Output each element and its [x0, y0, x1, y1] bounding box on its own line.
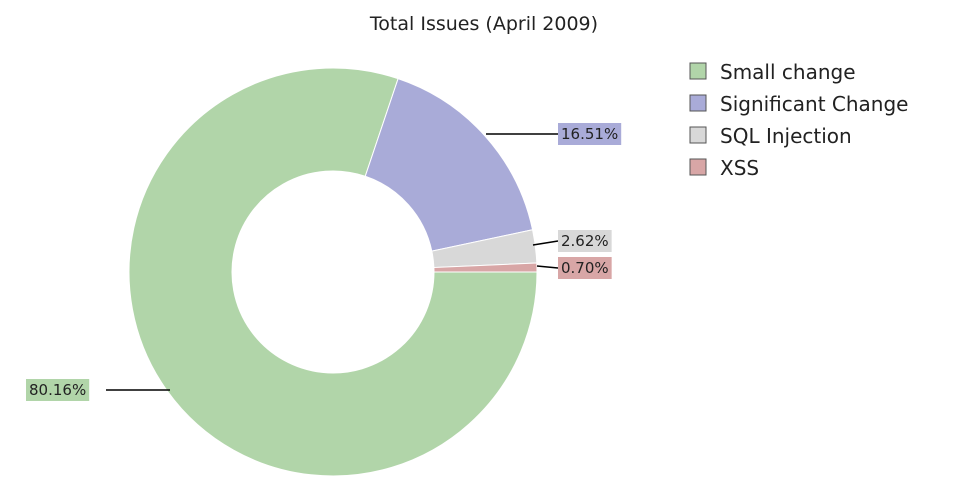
data-label-xss: 0.70% [561, 259, 609, 277]
legend-swatch-sql-injection [689, 126, 707, 144]
leader-line-xss [536, 265, 559, 269]
data-label-small-change: 80.16% [29, 381, 86, 399]
data-label-box-small-change [26, 379, 90, 401]
legend-label-sql-injection: SQL Injection [720, 124, 852, 148]
slice-xss [433, 262, 538, 273]
legend-label-significant-change: Significant Change [720, 92, 908, 116]
legend-label-xss: XSS [720, 156, 759, 180]
legend-swatch-significant-change [689, 94, 707, 112]
legend-swatch-xss [689, 158, 707, 176]
chart-title: Total Issues (April 2009) [369, 13, 598, 35]
legend-swatch-small-change [689, 62, 707, 80]
data-label-box-xss [558, 257, 612, 279]
legend-label-small-change: Small change [720, 60, 856, 84]
data-label-box-significant-change [558, 123, 622, 145]
data-labels: 80.16% 16.51% 2.62% 0.70% [26, 123, 622, 401]
label-leader-lines [106, 133, 559, 391]
legend: Small change Significant Change SQL Inject… [689, 60, 908, 180]
leader-line-sql-injection [532, 240, 559, 246]
slice-significant-change [364, 78, 534, 252]
donut-slices [128, 67, 538, 477]
data-label-box-sql-injection [558, 230, 612, 252]
slice-small-change [128, 67, 538, 477]
data-label-sql-injection: 2.62% [561, 232, 609, 250]
data-label-significant-change: 16.51% [561, 125, 618, 143]
